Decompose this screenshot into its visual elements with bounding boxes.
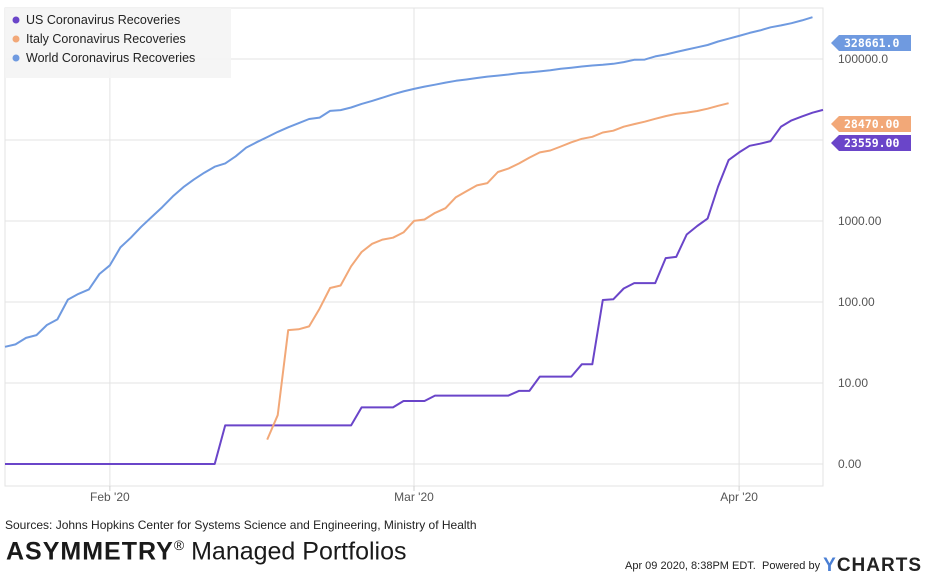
y-tick-label: 100000.0: [838, 52, 888, 66]
end-value-badge: 28470.00: [831, 116, 911, 132]
legend-marker: [12, 35, 20, 43]
badge-shape: [831, 35, 911, 51]
y-tick-label: 100.00: [838, 295, 875, 309]
series-line-2: [266, 102, 729, 440]
chart: 0.00 10.00 100.00 1000.00 100000.0 Feb '20 Mar…: [4, 7, 911, 504]
brand-tagline: Managed Portfolios: [184, 537, 407, 566]
badge-value: 28470.00: [844, 117, 899, 131]
legend-marker: [12, 54, 20, 62]
brand-logo: ASYMMETRY® Managed Portfolios: [6, 537, 407, 566]
series-line-1: [5, 108, 824, 465]
legend-label: US Coronavirus Recoveries: [26, 13, 180, 27]
badge-value: 23559.00: [844, 136, 899, 150]
legend: US Coronavirus Recoveries Italy Coronavir…: [5, 8, 231, 78]
legend-marker: [12, 16, 20, 24]
x-tick-label: Apr '20: [720, 490, 758, 504]
end-value-badge: 23559.00: [831, 135, 911, 151]
x-tick-label: Mar '20: [394, 490, 434, 504]
y-tick-label: 10.00: [838, 376, 868, 390]
series-line-3: [4, 16, 813, 348]
source-note: Sources: Johns Hopkins Center for System…: [5, 518, 477, 532]
legend-label: World Coronavirus Recoveries: [26, 51, 195, 65]
end-value-badge: 328661.0: [831, 35, 911, 51]
registered-mark: ®: [173, 537, 185, 553]
badge-value: 328661.0: [844, 36, 899, 50]
series-lines: [4, 16, 824, 465]
badge-shape: [831, 135, 911, 151]
powered-by: Powered by: [761, 560, 821, 572]
ycharts-logo[interactable]: YCHARTS: [823, 555, 922, 576]
brand-name: ASYMMETRY: [6, 537, 174, 566]
x-tick-label: Feb '20: [90, 490, 130, 504]
badge-shape: [831, 116, 911, 132]
legend-box: [5, 8, 231, 78]
end-value-badges: 23559.00 28470.00 328661.0: [831, 35, 911, 151]
grid-lines: [5, 8, 823, 486]
y-tick-label: 0.00: [838, 457, 862, 471]
y-tick-label: 1000.00: [838, 214, 882, 228]
timestamp-footer: Apr 09 2020, 8:38PM EDT. Powered by YCHA…: [625, 555, 922, 577]
axes: 0.00 10.00 100.00 1000.00 100000.0 Feb '20 Mar…: [4, 7, 888, 504]
legend-label: Italy Coronavirus Recoveries: [26, 32, 186, 46]
timestamp: Apr 09 2020, 8:38PM EDT.: [625, 560, 756, 572]
